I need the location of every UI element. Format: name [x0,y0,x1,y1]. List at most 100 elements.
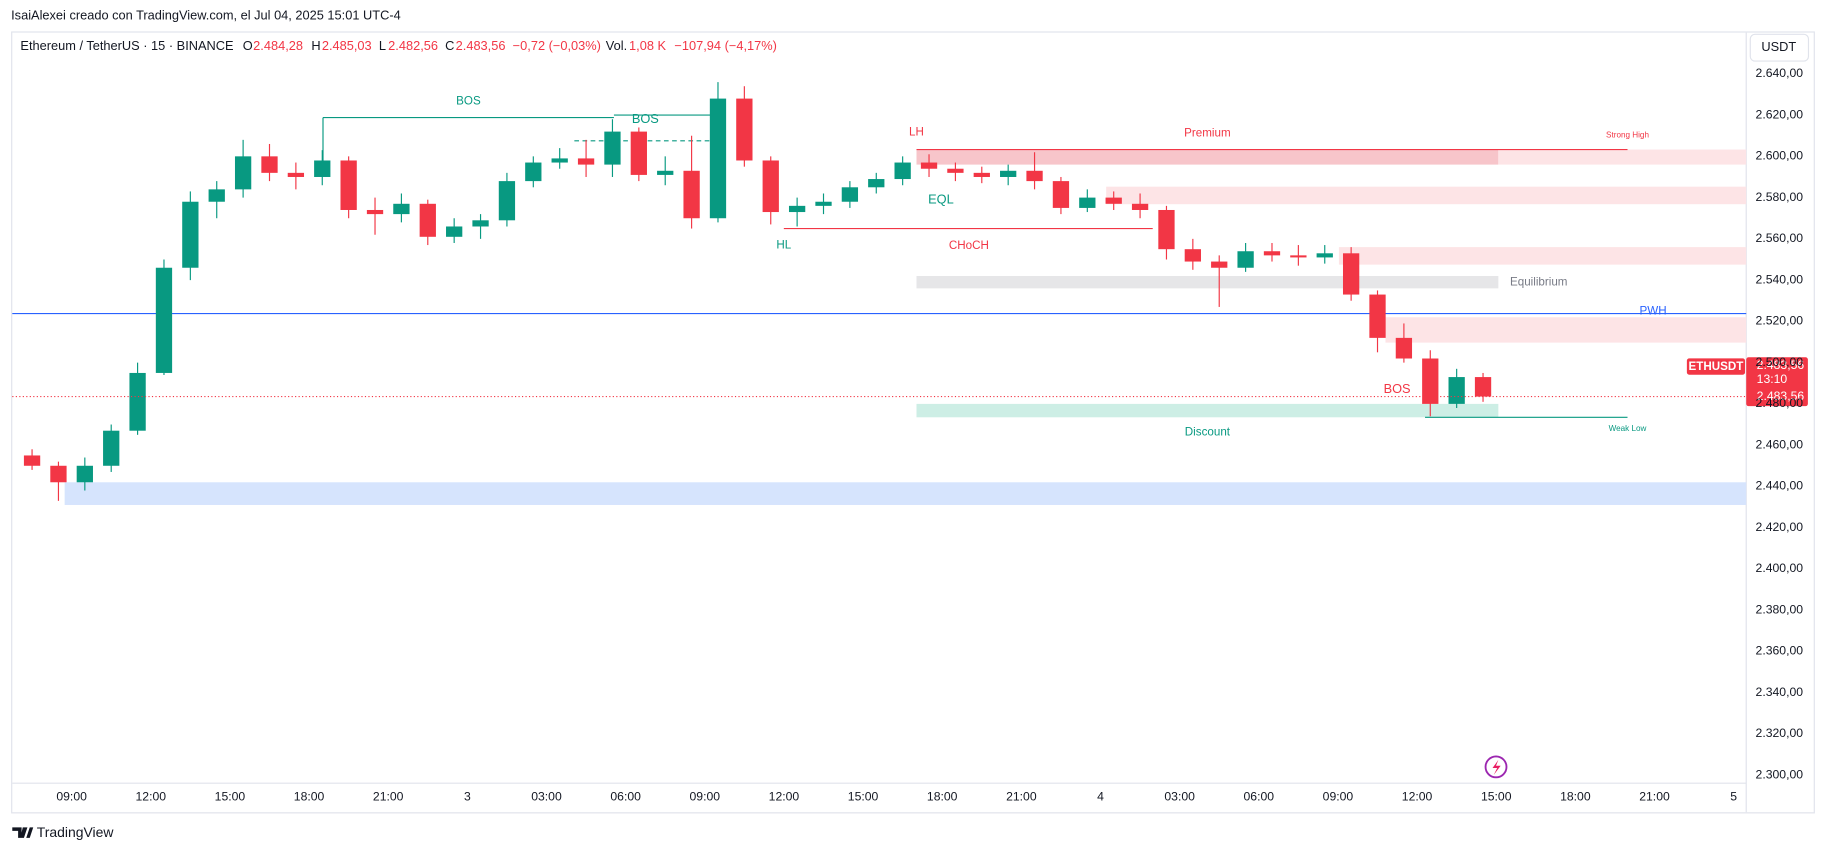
y-tick-label: 2.600,00 [1756,149,1804,163]
currency-button-label[interactable]: USDT [1761,39,1796,54]
candle-body [657,170,674,175]
structure-label: BOS [1384,381,1411,396]
candle-body [551,158,568,163]
zone [1385,317,1747,343]
y-tick-label: 2.460,00 [1756,437,1804,451]
candle-body [129,372,146,431]
change: −0,72 (−0,03%) [513,38,601,53]
candle-body [50,465,67,483]
candle-body [446,226,463,237]
candle-body [340,160,357,210]
footer-logo [12,827,34,838]
candle-body [736,98,753,161]
candle-body [868,179,885,188]
candle-body [709,98,727,219]
symbol: Ethereum / TetherUS · 15 · BINANCE [20,38,233,53]
candle-body [234,156,252,190]
candle-body [1395,337,1413,359]
level-label: PWH [1640,304,1667,317]
zone [64,482,1747,505]
x-tick-label: 09:00 [690,789,721,803]
x-tick-label: 12:00 [136,789,167,803]
h-label: H [311,38,320,53]
alert-icon-ring[interactable] [1484,755,1508,779]
candle-body [1026,170,1043,182]
currency-button[interactable]: USDT [1749,33,1810,62]
candle-body [261,156,278,173]
level-label: Weak Low [1609,424,1647,433]
candle-body [76,465,93,483]
c-label: C [445,38,454,53]
alert-icon[interactable] [1484,755,1508,779]
footer-brand: TradingView [37,824,115,840]
y-tick-label: 2.480,00 [1756,396,1804,410]
candle-body [630,131,647,175]
zone [1106,186,1747,205]
x-tick-label: 18:00 [1560,789,1591,803]
candle-body [314,160,331,177]
candle-body [920,162,938,169]
zone [1498,149,1747,165]
candle-body [1474,377,1492,397]
candle-body [1237,251,1254,268]
candle-body [182,201,199,268]
y-tick-label: 2.320,00 [1756,726,1804,740]
x-tick-label: 21:00 [1006,789,1037,803]
x-tick-label: 09:00 [1323,789,1354,803]
candle-body [1105,197,1122,204]
alert-icon-bolt[interactable] [1492,759,1501,776]
y-tick-label: 2.640,00 [1756,66,1804,80]
candle-body [1316,253,1333,258]
symbol-tag: ETHUSDT [1689,360,1744,373]
o-value: 2.484,28 [253,38,303,53]
x-tick-label: 18:00 [294,789,325,803]
candle-body [1290,255,1307,258]
zone [916,275,1499,289]
price-tag-box [1746,357,1808,407]
y-tick-label: 2.340,00 [1756,685,1804,699]
y-tick-label: 2.300,00 [1756,767,1804,781]
x-tick-label: 15:00 [215,789,246,803]
candle-body [1131,203,1149,210]
x-tick-label: 06:00 [610,789,641,803]
candle-body [393,203,410,215]
price-tag-close: 2.483,56 [1757,389,1805,403]
candle-body [762,160,779,213]
y-tick-label: 2.360,00 [1756,644,1804,658]
y-tick-label: 2.520,00 [1756,314,1804,328]
candle-body [1211,261,1228,268]
attribution: IsaiAlexei creado con TradingView.com, e… [11,8,401,23]
x-tick-label: 5 [1730,789,1737,803]
price-tag-price: 2.483,56 [1757,358,1805,372]
candle-body [208,189,225,202]
y-tick-label: 2.560,00 [1756,231,1804,245]
zone [1338,247,1747,265]
zone [916,403,1499,418]
candle-body [1422,358,1439,404]
candle-body [419,203,436,237]
y-tick-label: 2.580,00 [1756,190,1804,204]
candle-body [815,201,832,206]
x-tick-label: 15:00 [1481,789,1512,803]
symbol-tag-box [1686,358,1746,375]
y-tick-label: 2.540,00 [1756,272,1804,286]
candle-body [1448,377,1465,404]
candle-body [23,455,41,466]
x-tick-label: 18:00 [927,789,958,803]
level-label: BOS [632,111,659,126]
candle-body [947,168,964,173]
currency-button-box[interactable] [1749,33,1810,62]
candle-body [683,170,700,219]
chart-frame [11,31,1815,814]
zone-label: Equilibrium [1510,275,1568,288]
candle-body [1184,249,1201,262]
x-tick-label: 06:00 [1244,789,1275,803]
level-label: Strong High [1606,131,1649,140]
price-tag-countdown: 13:10 [1757,372,1788,386]
x-tick-label: 4 [1097,789,1104,803]
candle-body [1369,294,1386,338]
price-tag: ETHUSDT 2.483,56 13:10 2.483,56 [1686,357,1808,407]
h-value: 2.485,03 [322,38,372,53]
